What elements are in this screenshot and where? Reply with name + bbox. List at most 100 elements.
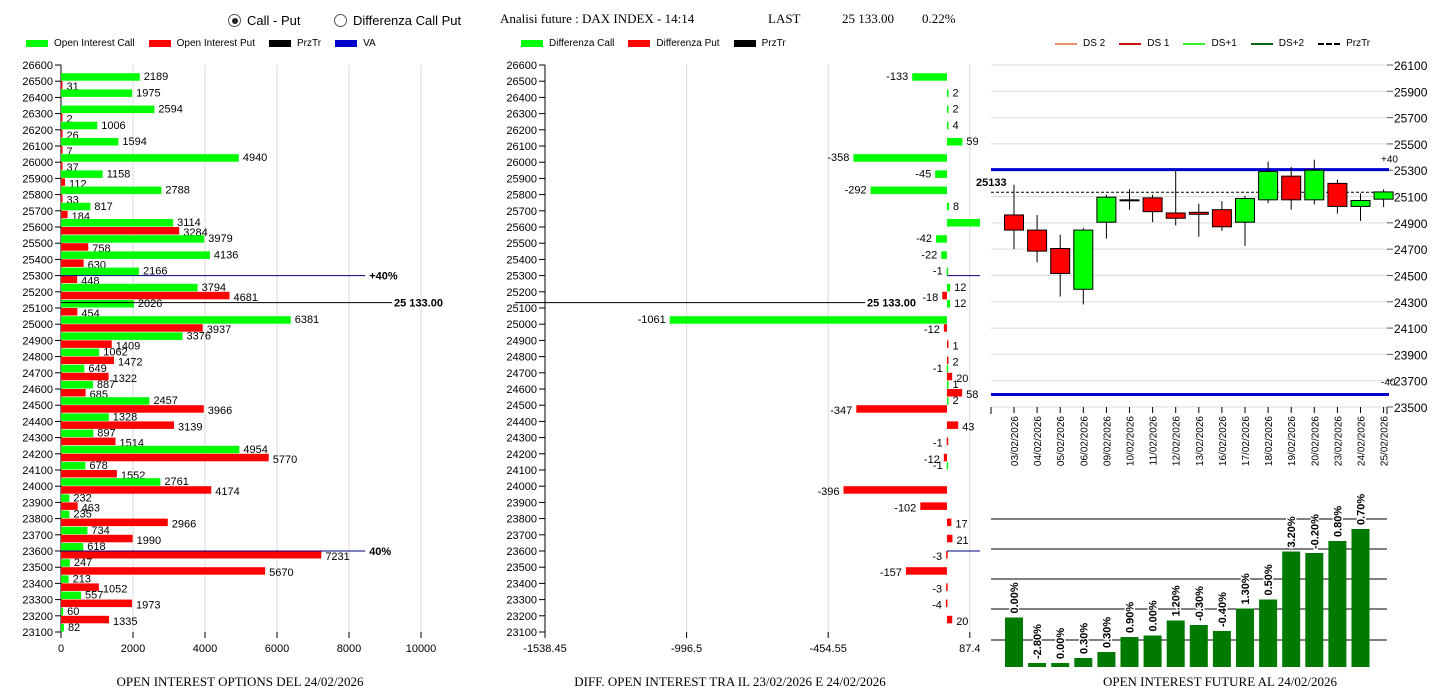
- x-tick-label: -1538.45: [523, 643, 566, 655]
- x-tick-label: 0: [58, 643, 64, 655]
- future-bar: [1328, 541, 1347, 667]
- radio-differenza-call-put[interactable]: Differenza Call Put: [334, 13, 461, 28]
- x-tick-label: 18/02/2026: [1264, 416, 1275, 466]
- y-tick-label: 25000: [22, 319, 53, 331]
- put-bar: [61, 389, 86, 397]
- call-bar: [946, 283, 951, 292]
- put-value-label: 3139: [178, 421, 202, 433]
- call-bar: [669, 316, 947, 324]
- put-value-label: -347: [830, 405, 852, 417]
- put-bar: [61, 291, 230, 300]
- call-value-label: 6381: [295, 314, 319, 326]
- put-bar: [61, 243, 89, 251]
- put-bar: [61, 210, 68, 219]
- put-value-label: 3966: [208, 405, 232, 417]
- put-value-label: -18: [922, 292, 938, 304]
- x-tick-label: 04/02/2026: [1033, 416, 1044, 466]
- y-tick-label: 26400: [22, 92, 53, 104]
- call-bar: [61, 575, 69, 583]
- y-tick-label: 26400: [506, 92, 537, 104]
- put-value-label: 4174: [215, 486, 239, 498]
- put-bar: [61, 308, 78, 316]
- call-value-label: -45: [915, 168, 931, 180]
- legend-item-put: Open Interest Put: [148, 38, 255, 49]
- call-bar: [61, 543, 84, 551]
- put-bar: [61, 356, 114, 365]
- legend-label: DS 1: [1147, 38, 1170, 49]
- call-value-label: 1062: [103, 347, 127, 359]
- call-bar: [61, 413, 109, 421]
- future-value-label: -0.40%: [1217, 592, 1229, 627]
- call-bar: [870, 186, 947, 195]
- call-value-label: 3979: [208, 233, 232, 245]
- call-value-label: 1594: [122, 136, 146, 148]
- call-value-label: -358: [827, 152, 849, 164]
- y-tick-label: 25300: [22, 271, 53, 283]
- y-tick-label: 24600: [506, 384, 537, 396]
- put-bar: [843, 486, 947, 494]
- put-value-label: 7: [67, 146, 73, 158]
- y-tick-label: 24700: [22, 368, 53, 380]
- future-value-label: 0.30%: [1078, 623, 1090, 654]
- call-value-label: -22: [921, 249, 937, 261]
- call-bar: [946, 202, 950, 211]
- call-value-label: 618: [87, 541, 105, 553]
- y-tick-label: 24100: [1394, 322, 1428, 336]
- call-bar: [61, 478, 161, 486]
- y-tick-label: 26200: [506, 125, 537, 137]
- put-value-label: 463: [82, 502, 100, 514]
- call-value-label: 2: [952, 87, 958, 99]
- call-value-label: -1: [933, 363, 943, 375]
- call-value-label: -292: [845, 185, 867, 197]
- x-tick-label: 05/02/2026: [1056, 416, 1067, 466]
- put-bar: [61, 372, 109, 381]
- y-tick-label: 25500: [1394, 138, 1428, 152]
- put-bar: [61, 470, 117, 478]
- call-bar: [61, 332, 183, 340]
- y-tick-label: 26500: [22, 76, 53, 88]
- put-bar: [61, 81, 63, 89]
- x-tick-label: 06/02/2026: [1079, 416, 1090, 466]
- call-value-label: 2189: [144, 71, 168, 83]
- call-bar: [61, 138, 119, 146]
- put-value-label: 1472: [118, 357, 142, 369]
- put-bar: [61, 259, 84, 267]
- call-bar: [946, 219, 980, 227]
- y-tick-label: 24600: [22, 384, 53, 396]
- call-value-label: 4136: [214, 249, 238, 261]
- put-value-label: 58: [966, 389, 978, 401]
- y-tick-label: 25100: [1394, 191, 1428, 205]
- candle-down: [1004, 214, 1024, 231]
- put-bar: [945, 599, 948, 608]
- put-value-label: 1335: [113, 616, 137, 628]
- put-value-label: -1: [933, 438, 943, 450]
- put-bar: [61, 421, 175, 429]
- y-tick-label: 24800: [22, 352, 53, 364]
- call-value-label: 232: [73, 492, 91, 504]
- future-bar: [1097, 652, 1116, 667]
- put-value-label: -12: [924, 324, 940, 336]
- future-caption: OPEN INTEREST FUTURE AL 24/02/2026: [1102, 674, 1337, 689]
- future-bar: [1005, 617, 1023, 667]
- future-bar: [1236, 608, 1254, 667]
- future-bar: [1351, 529, 1370, 667]
- future-value-label: 0.30%: [1101, 617, 1113, 648]
- call-value-label: 2166: [143, 266, 167, 278]
- call-value-label: 734: [91, 525, 109, 537]
- call-value-label: 60: [67, 606, 79, 618]
- candle-up: [1235, 198, 1255, 223]
- candle-chart: 26100 25900 25700 25500 25300 25100 24900 24700…: [976, 59, 1428, 466]
- legend-item-ds1: DS 1: [1119, 38, 1169, 49]
- call-bar: [61, 445, 240, 454]
- change-percent: 0.22%: [922, 11, 956, 26]
- x-tick-label: 03/02/2026: [1010, 416, 1021, 466]
- radio-call-put[interactable]: Call - Put: [228, 13, 300, 28]
- call-bar: [935, 170, 947, 178]
- put-value-label: 43: [962, 421, 974, 433]
- radio-unselected-icon: [334, 14, 347, 27]
- y-tick-label: 23300: [506, 595, 537, 607]
- call-bar: [61, 89, 133, 97]
- x-tick-label: 25/02/2026: [1380, 416, 1391, 466]
- put-bar: [943, 453, 947, 462]
- legend-item-diff-put: Differenza Put: [628, 38, 720, 49]
